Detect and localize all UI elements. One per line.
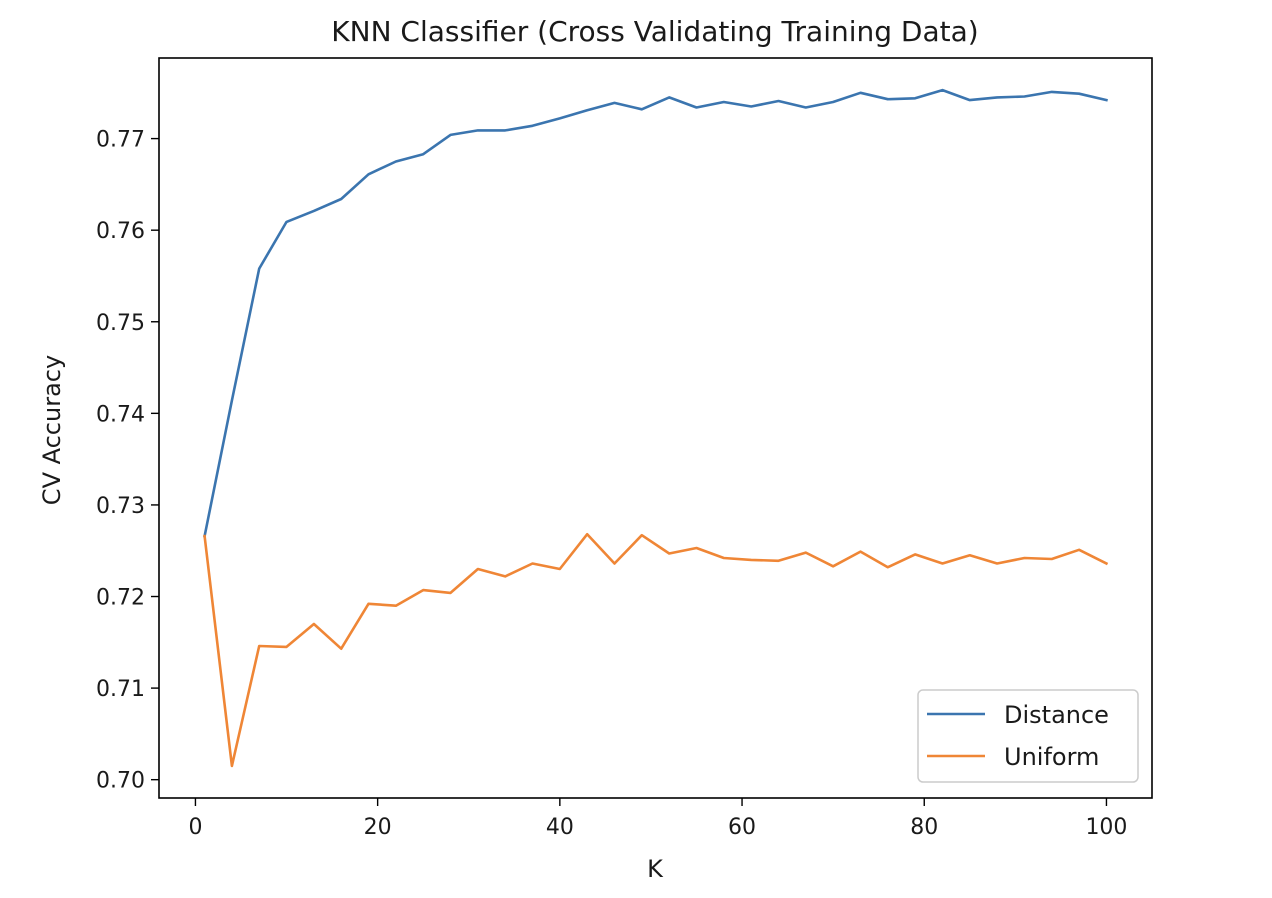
x-axis: 0 20 40 60 80 100 — [188, 798, 1127, 840]
y-tick-label: 0.74 — [96, 402, 145, 427]
series-layer — [203, 88, 1109, 768]
y-tick-label: 0.70 — [96, 769, 145, 794]
legend-label-distance: Distance — [1004, 701, 1109, 729]
x-axis-label: K — [647, 855, 664, 883]
y-tick-label: 0.73 — [96, 494, 145, 519]
legend-label-uniform: Uniform — [1004, 743, 1099, 771]
series-line-uniform — [203, 532, 1109, 768]
chart-title: KNN Classifier (Cross Validating Trainin… — [331, 15, 978, 48]
series-line-distance — [203, 88, 1108, 538]
y-axis-label: CV Accuracy — [38, 355, 66, 505]
y-axis: 0.70 0.71 0.72 0.73 0.74 0.75 0.76 0.77 — [96, 128, 159, 794]
legend: Distance Uniform — [917, 689, 1139, 783]
x-tick-label: 40 — [546, 815, 574, 840]
y-tick-label: 0.77 — [96, 128, 145, 153]
x-tick-label: 60 — [728, 815, 756, 840]
y-tick-label: 0.75 — [96, 311, 145, 336]
plot-frame — [158, 57, 1153, 799]
y-tick-label: 0.72 — [96, 586, 145, 611]
x-tick-label: 100 — [1085, 815, 1127, 840]
y-tick-label: 0.71 — [96, 677, 145, 702]
x-tick-label: 0 — [188, 815, 202, 840]
x-tick-label: 80 — [910, 815, 938, 840]
x-tick-label: 20 — [364, 815, 392, 840]
y-tick-label: 0.76 — [96, 219, 145, 244]
